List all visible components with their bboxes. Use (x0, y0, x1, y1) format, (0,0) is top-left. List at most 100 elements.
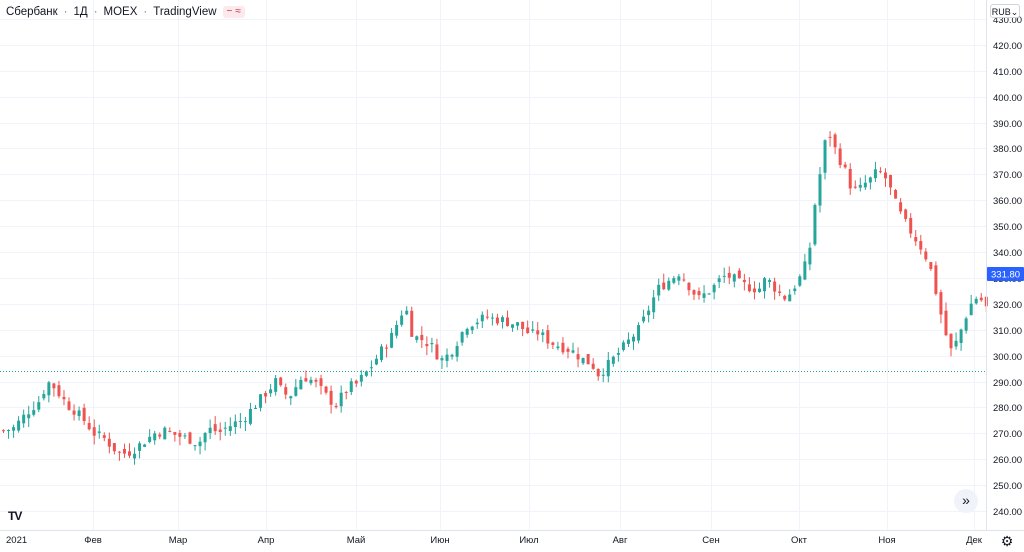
candle (183, 432, 187, 440)
candle-body (747, 284, 751, 292)
candle (576, 347, 580, 368)
last-price-box (987, 267, 1024, 281)
candle-body (621, 342, 625, 350)
candle (878, 167, 882, 174)
candle (264, 390, 268, 404)
candle (722, 267, 726, 283)
candle-body (798, 276, 802, 286)
candle (92, 419, 96, 445)
tradingview-logo[interactable]: TV (8, 509, 22, 523)
currency-button[interactable]: RUB⌄ (990, 4, 1020, 18)
candle (763, 276, 767, 299)
candle (531, 321, 535, 333)
candle (400, 310, 404, 327)
candle-body (848, 168, 852, 189)
candle (284, 383, 288, 400)
price-tick-label: 400.00 (993, 93, 1022, 104)
candle-body (672, 278, 676, 283)
candle-body (803, 261, 807, 280)
candle-body (450, 354, 454, 357)
candle-body (889, 175, 893, 188)
candle (193, 444, 197, 451)
time-scale[interactable]: 2021 Фев Мар Апр Май Июн Июл Авг Сен Окт Ноя Дек (0, 530, 1024, 547)
candle (32, 401, 36, 417)
candle-body (289, 396, 293, 399)
chevron-down-icon: ⌄ (1010, 7, 1019, 17)
candle-body (949, 333, 953, 349)
candle (269, 383, 273, 397)
candle (773, 277, 777, 300)
candle (369, 360, 373, 377)
candle (314, 377, 318, 388)
scroll-to-realtime-button[interactable]: » (954, 489, 978, 513)
source-label: TradingView (153, 6, 217, 18)
candle (863, 175, 867, 191)
candle (848, 163, 852, 195)
candle-body (324, 386, 328, 393)
candle (682, 273, 686, 282)
candle-body (32, 410, 36, 415)
candle-body (329, 390, 333, 405)
candle-body (435, 344, 439, 360)
time-tick-label: Дек (966, 535, 983, 546)
price-scale[interactable]: 430.00 420.00 410.00 400.00 390.00 380.00 370.… (986, 0, 1023, 530)
candle-body (788, 294, 792, 302)
candle (248, 402, 252, 426)
candle (909, 213, 913, 238)
candle (717, 275, 721, 289)
candle (309, 376, 313, 386)
candle-body (47, 382, 51, 396)
settings-button[interactable]: ⚙ (998, 532, 1016, 550)
candle (752, 281, 756, 300)
candle-body (752, 288, 756, 293)
candle (173, 431, 177, 442)
candle-body (133, 453, 137, 459)
candle-body (12, 427, 16, 431)
candle (304, 370, 308, 382)
candle (188, 431, 192, 445)
candle (707, 292, 711, 295)
candle-body (632, 336, 635, 342)
candle (117, 450, 121, 461)
candle-body (380, 346, 383, 360)
candle (662, 273, 666, 291)
candle-body (919, 241, 923, 250)
candle (168, 427, 172, 433)
candle (279, 376, 283, 387)
candle-body (637, 325, 641, 341)
candle-body (536, 330, 540, 335)
candle-body (188, 432, 192, 444)
candle-body (551, 342, 555, 345)
time-tick-label: Фев (84, 535, 102, 546)
candle-body (647, 310, 651, 316)
candle (929, 261, 933, 271)
candle (67, 397, 71, 411)
time-tick-label: Июн (430, 535, 449, 546)
symbol-header[interactable]: Сбербанк · 1Д · MOEX · TradingView − ≈ (6, 4, 245, 20)
candle (506, 310, 509, 327)
status-badge[interactable]: − ≈ (222, 6, 245, 18)
candle-body (460, 332, 464, 343)
price-tick-label: 240.00 (993, 507, 1022, 518)
candle (435, 338, 439, 360)
candle (516, 321, 520, 331)
candle (818, 167, 822, 213)
candle-body (495, 317, 499, 324)
candle (289, 395, 293, 406)
candle (919, 234, 923, 255)
candle-body (873, 169, 877, 179)
candle-body (349, 381, 353, 393)
candle (339, 385, 343, 413)
candle (27, 405, 31, 427)
candle (556, 341, 560, 351)
candle-body (359, 374, 363, 382)
interval-label[interactable]: 1Д (73, 6, 88, 18)
candle-body (213, 424, 217, 432)
candle-body (52, 383, 56, 389)
candle-body (430, 342, 434, 345)
candle-body (203, 433, 207, 443)
candle (803, 253, 807, 281)
candle (924, 248, 928, 262)
candle-body (616, 352, 620, 355)
